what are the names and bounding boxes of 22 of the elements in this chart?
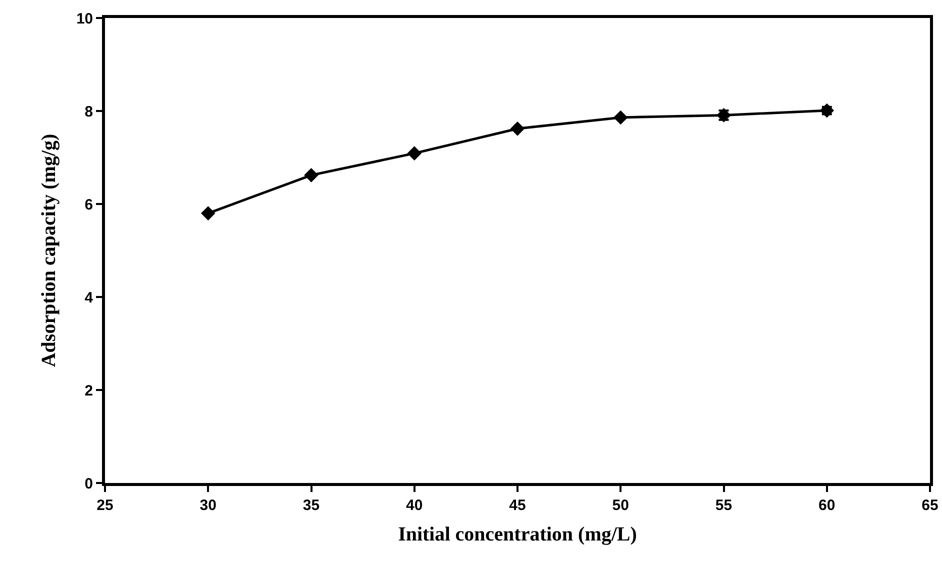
y-tick-label: 6 (84, 196, 93, 214)
x-tick-label: 25 (96, 497, 114, 514)
y-axis-title: Adsorption capacity (mg/g) (38, 134, 60, 368)
x-tick-label: 45 (509, 497, 526, 514)
point (613, 110, 628, 125)
x-tick-label: 50 (612, 497, 629, 514)
y-tick-label: 2 (84, 382, 93, 400)
x-tick-label: 60 (818, 497, 836, 514)
point (407, 146, 422, 160)
x-tick-label: 65 (922, 497, 938, 514)
x-axis-title: Initial concentration (mg/L) (398, 524, 637, 546)
x-tick-label: 30 (200, 497, 216, 514)
x-tick-label: 55 (715, 497, 732, 514)
y-tick-label: 0 (84, 475, 93, 492)
point (304, 168, 318, 182)
y-tick-label: 10 (76, 10, 93, 28)
point (510, 122, 525, 136)
x-tick-label: 40 (406, 497, 423, 514)
y-tick-label: 4 (84, 289, 94, 306)
point (200, 206, 216, 220)
y-tick-label: 8 (84, 103, 93, 120)
x-tick-label: 35 (302, 497, 320, 514)
